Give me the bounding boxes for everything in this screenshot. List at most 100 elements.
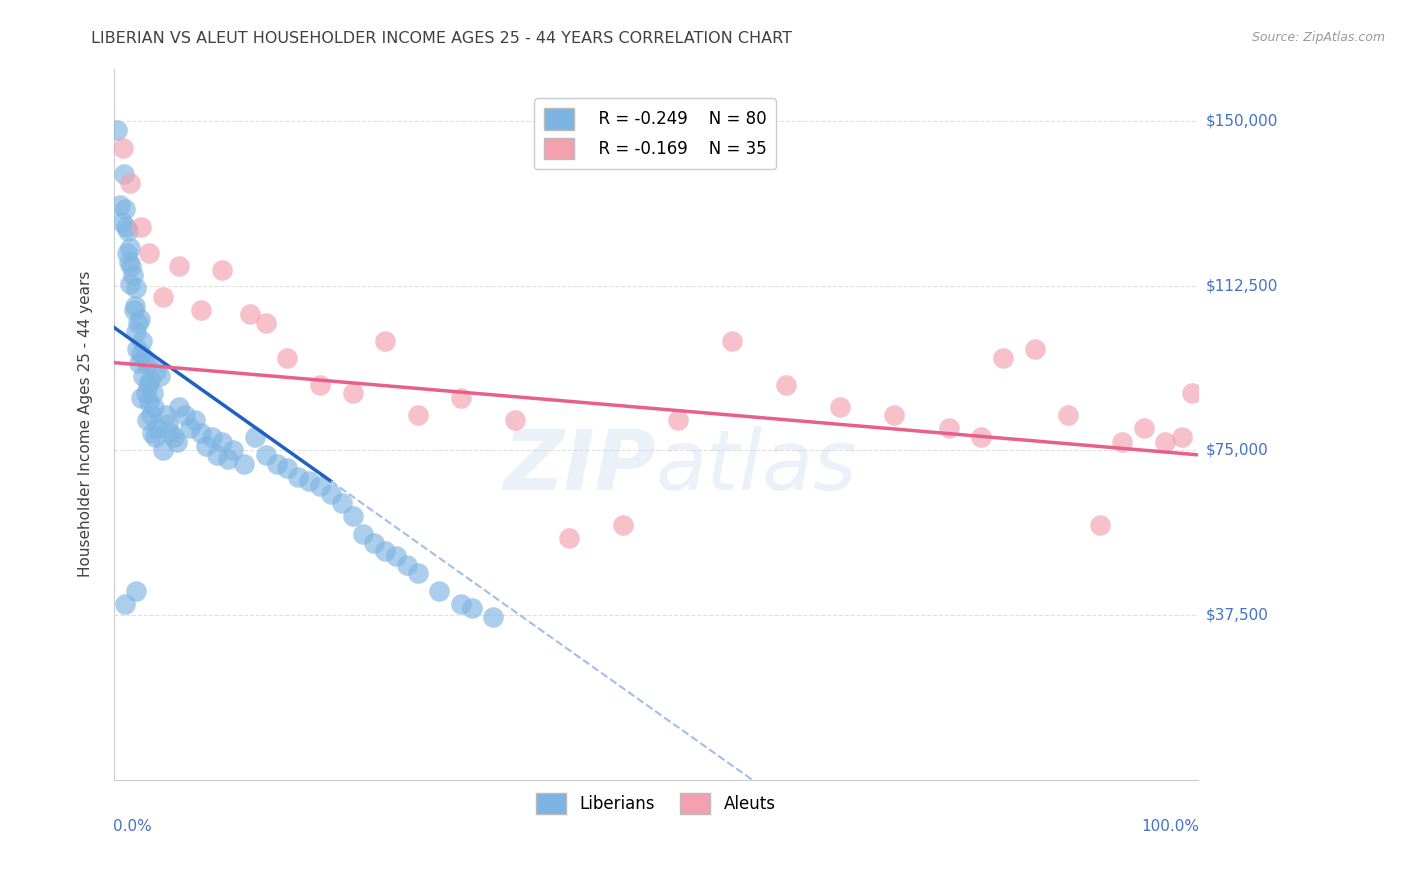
Point: [233, 457, 256, 471]
Point: [142, 386, 165, 401]
Point: [155, 409, 177, 423]
Point: [129, 391, 152, 405]
Point: [125, 343, 148, 357]
Point: [184, 412, 207, 426]
Point: [342, 509, 364, 524]
Point: [482, 610, 505, 624]
Point: [157, 417, 180, 431]
Point: [134, 351, 156, 366]
Point: [254, 448, 277, 462]
Point: [108, 197, 131, 211]
Point: [190, 302, 212, 317]
Point: [461, 601, 484, 615]
Point: [120, 259, 142, 273]
Point: [1132, 421, 1154, 435]
Point: [122, 302, 145, 317]
Point: [139, 409, 162, 423]
Point: [239, 307, 262, 321]
Point: [450, 391, 472, 405]
Point: [112, 167, 135, 181]
Point: [179, 421, 201, 435]
Point: [128, 356, 150, 370]
Point: [117, 224, 139, 238]
Point: [111, 215, 134, 229]
Point: [427, 583, 450, 598]
Point: [129, 219, 152, 234]
Point: [141, 425, 163, 440]
Point: [135, 412, 157, 426]
Point: [266, 457, 288, 471]
Point: [167, 400, 190, 414]
Point: [124, 299, 146, 313]
Legend: Liberians, Aleuts: Liberians, Aleuts: [530, 787, 782, 821]
Point: [152, 290, 174, 304]
Point: [406, 409, 429, 423]
Point: [309, 377, 332, 392]
Point: [145, 364, 167, 378]
Point: [276, 351, 298, 366]
Point: [558, 531, 581, 545]
Point: [120, 242, 142, 256]
Point: [125, 325, 148, 339]
Point: [152, 443, 174, 458]
Point: [612, 518, 634, 533]
Point: [173, 409, 195, 423]
Point: [211, 434, 233, 449]
Point: [127, 316, 149, 330]
Point: [120, 277, 142, 291]
Point: [121, 268, 143, 282]
Point: [125, 281, 148, 295]
Point: [363, 535, 385, 549]
Point: [136, 377, 159, 392]
Point: [166, 434, 188, 449]
Point: [970, 430, 993, 444]
Text: $75,000: $75,000: [1206, 443, 1268, 458]
Text: Source: ZipAtlas.com: Source: ZipAtlas.com: [1251, 31, 1385, 45]
Point: [159, 425, 181, 440]
Point: [114, 202, 136, 216]
Point: [205, 448, 228, 462]
Point: [406, 566, 429, 581]
Point: [1024, 343, 1046, 357]
Point: [201, 430, 224, 444]
Point: [720, 334, 742, 348]
Point: [1056, 409, 1078, 423]
Point: [330, 496, 353, 510]
Point: [287, 469, 309, 483]
Point: [135, 356, 157, 370]
Text: atlas: atlas: [657, 426, 858, 508]
Point: [1090, 518, 1112, 533]
Point: [138, 395, 160, 409]
Point: [115, 219, 138, 234]
Text: $112,500: $112,500: [1206, 278, 1278, 293]
Point: [139, 373, 162, 387]
Point: [118, 254, 141, 268]
Point: [135, 386, 157, 401]
Point: [143, 430, 166, 444]
Point: [217, 452, 239, 467]
Point: [149, 368, 172, 383]
Point: [167, 259, 190, 273]
Point: [111, 140, 134, 154]
Point: [309, 478, 332, 492]
Point: [1181, 386, 1204, 401]
Point: [276, 461, 298, 475]
Point: [132, 368, 155, 383]
Point: [125, 583, 148, 598]
Point: [1154, 434, 1177, 449]
Point: [342, 386, 364, 401]
Point: [503, 412, 526, 426]
Point: [190, 425, 212, 440]
Point: [374, 544, 396, 558]
Point: [146, 421, 169, 435]
Point: [115, 245, 138, 260]
Point: [830, 400, 852, 414]
Point: [938, 421, 960, 435]
Point: [883, 409, 905, 423]
Point: [298, 474, 321, 488]
Point: [105, 123, 128, 137]
Point: [385, 549, 408, 563]
Point: [1170, 430, 1192, 444]
Point: [138, 245, 160, 260]
Point: [666, 412, 689, 426]
